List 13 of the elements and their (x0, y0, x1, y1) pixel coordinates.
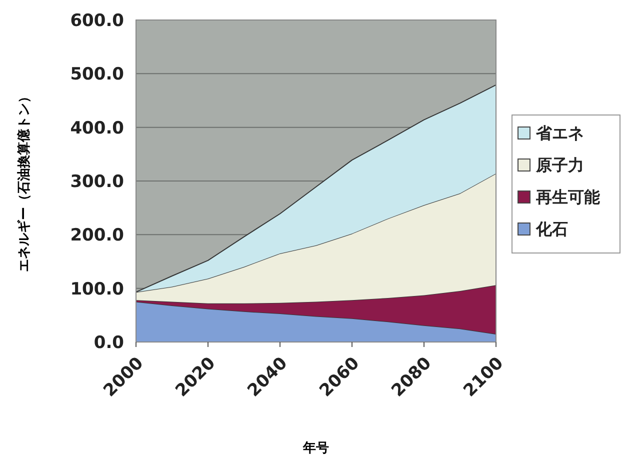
legend-label: 省エネ (535, 124, 584, 143)
legend-label: 原子力 (535, 156, 584, 175)
y-axis-title: エネルギー（石油換算億トン） (16, 90, 32, 272)
y-tick-label: 300.0 (70, 172, 124, 192)
y-tick-label: 400.0 (70, 118, 124, 138)
legend-label: 化石 (535, 220, 568, 239)
x-axis-title: 年号 (302, 441, 329, 456)
y-tick-label: 600.0 (70, 10, 124, 31)
y-tick-label: 0.0 (94, 332, 124, 353)
y-tick-label: 200.0 (70, 226, 124, 246)
y-tick-label: 500.0 (70, 64, 124, 85)
y-tick-label: 100.0 (70, 279, 124, 300)
legend-label: 再生可能 (535, 188, 600, 207)
